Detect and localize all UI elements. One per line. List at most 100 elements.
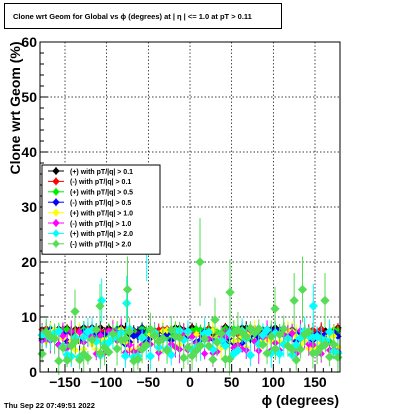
x-tick-label: 0 (186, 374, 194, 390)
data-point (112, 344, 122, 354)
data-point (104, 347, 114, 357)
data-point (200, 349, 209, 358)
data-point (250, 337, 259, 346)
outlier-point (95, 301, 105, 311)
data-point (216, 328, 226, 339)
data-point (141, 340, 151, 350)
data-point (120, 334, 131, 344)
legend-entry: (-) with pT/|q| > 1.0 (70, 221, 131, 228)
legend-marker (52, 198, 60, 207)
data-point (199, 334, 210, 344)
timestamp: Thu Sep 22 07:49:51 2022 (4, 401, 95, 410)
data-point (324, 327, 335, 337)
outlier-point (308, 301, 319, 311)
data-point (59, 332, 67, 340)
data-point (149, 330, 160, 341)
data-point (95, 348, 106, 359)
data-point (233, 345, 243, 356)
y-tick-label: 20 (21, 254, 37, 270)
outlier-point (297, 284, 308, 295)
data-point (120, 351, 131, 361)
data-point (204, 341, 214, 351)
legend-marker (52, 219, 60, 227)
legend-marker (52, 229, 60, 238)
legend-box (41, 164, 161, 255)
x-tick-label: −150 (49, 374, 81, 390)
data-point (262, 325, 272, 335)
x-tick-label: 100 (262, 374, 286, 390)
legend-entry: (-) with pT/|q| > 0.1 (70, 179, 131, 186)
data-point (270, 343, 281, 354)
data-point (274, 329, 285, 340)
legend-entry: (+) with pT/|q| > 1.0 (70, 210, 133, 217)
data-point (204, 327, 214, 337)
outlier-point (70, 306, 80, 317)
outlier-point (225, 287, 235, 297)
data-point (195, 341, 206, 351)
y-tick-label: 60 (21, 34, 37, 50)
y-axis-label: Clone wrt Geom (%) (7, 41, 23, 174)
y-tick-label: 50 (21, 89, 37, 105)
chart-title: Clone wrt Geom for Global vs ϕ (degrees)… (4, 3, 282, 29)
data-point (304, 327, 314, 337)
data-point (274, 349, 285, 359)
data-point (258, 330, 268, 340)
data-point (49, 334, 60, 344)
data-point (75, 328, 84, 336)
data-point (162, 345, 172, 356)
legend-marker (52, 167, 60, 175)
y-tick-label: 10 (21, 309, 37, 325)
data-point (62, 355, 72, 366)
data-point (187, 351, 197, 361)
data-point (183, 342, 193, 353)
data-point (54, 356, 64, 366)
data-point (287, 344, 297, 355)
legend-entry: (-) with pT/|q| > 2.0 (70, 242, 131, 249)
legend: (+) with pT/|q| > 0.1 (-) with pT/|q| > 0… (41, 164, 161, 255)
legend-marker (52, 177, 60, 186)
data-point (108, 329, 118, 339)
x-tick-label: −50 (136, 374, 160, 390)
data-point (74, 355, 85, 365)
y-tick-label: 40 (21, 144, 37, 160)
legend-marker (52, 208, 60, 217)
axes: 0 10 20 30 40 50 60 −150 −100 −50 0 50 100 150 (21, 34, 341, 390)
data-point (54, 326, 64, 336)
legend-marker (52, 187, 60, 196)
data-point (262, 348, 272, 359)
data-point (245, 350, 256, 360)
data-point (254, 324, 264, 334)
data-point (324, 352, 335, 362)
outlier-point (195, 257, 205, 267)
y-tick-label: 30 (21, 199, 37, 215)
data-point (58, 343, 68, 353)
x-tick-label: 150 (303, 374, 327, 390)
legend-entry: (+) with pT/|q| > 0.5 (70, 190, 133, 197)
data-point (70, 336, 81, 347)
data-point (166, 325, 176, 335)
data-point (258, 339, 268, 350)
data-point (320, 339, 331, 350)
series-7 (37, 312, 343, 376)
data-point (241, 332, 251, 342)
data-point (224, 354, 235, 364)
outlier-point (122, 284, 133, 295)
outlier-point (121, 298, 132, 308)
data-point (174, 333, 185, 343)
data-point (288, 329, 296, 337)
data-point (133, 354, 143, 365)
legend-entry: (+) with pT/|q| > 0.1 (70, 169, 133, 176)
data-point (295, 344, 306, 354)
data-point (329, 339, 339, 350)
data-point (279, 324, 289, 334)
data-point (179, 353, 189, 363)
outlier-point (270, 304, 280, 314)
data-point (158, 333, 168, 344)
x-axis-label: ϕ (degrees) (262, 392, 339, 408)
x-tick-label: −100 (91, 374, 123, 390)
legend-entry: (+) with pT/|q| > 2.0 (70, 231, 133, 238)
data-point (145, 351, 156, 361)
data-point (87, 335, 97, 345)
legend-entry: (-) with pT/|q| > 0.5 (70, 200, 131, 207)
